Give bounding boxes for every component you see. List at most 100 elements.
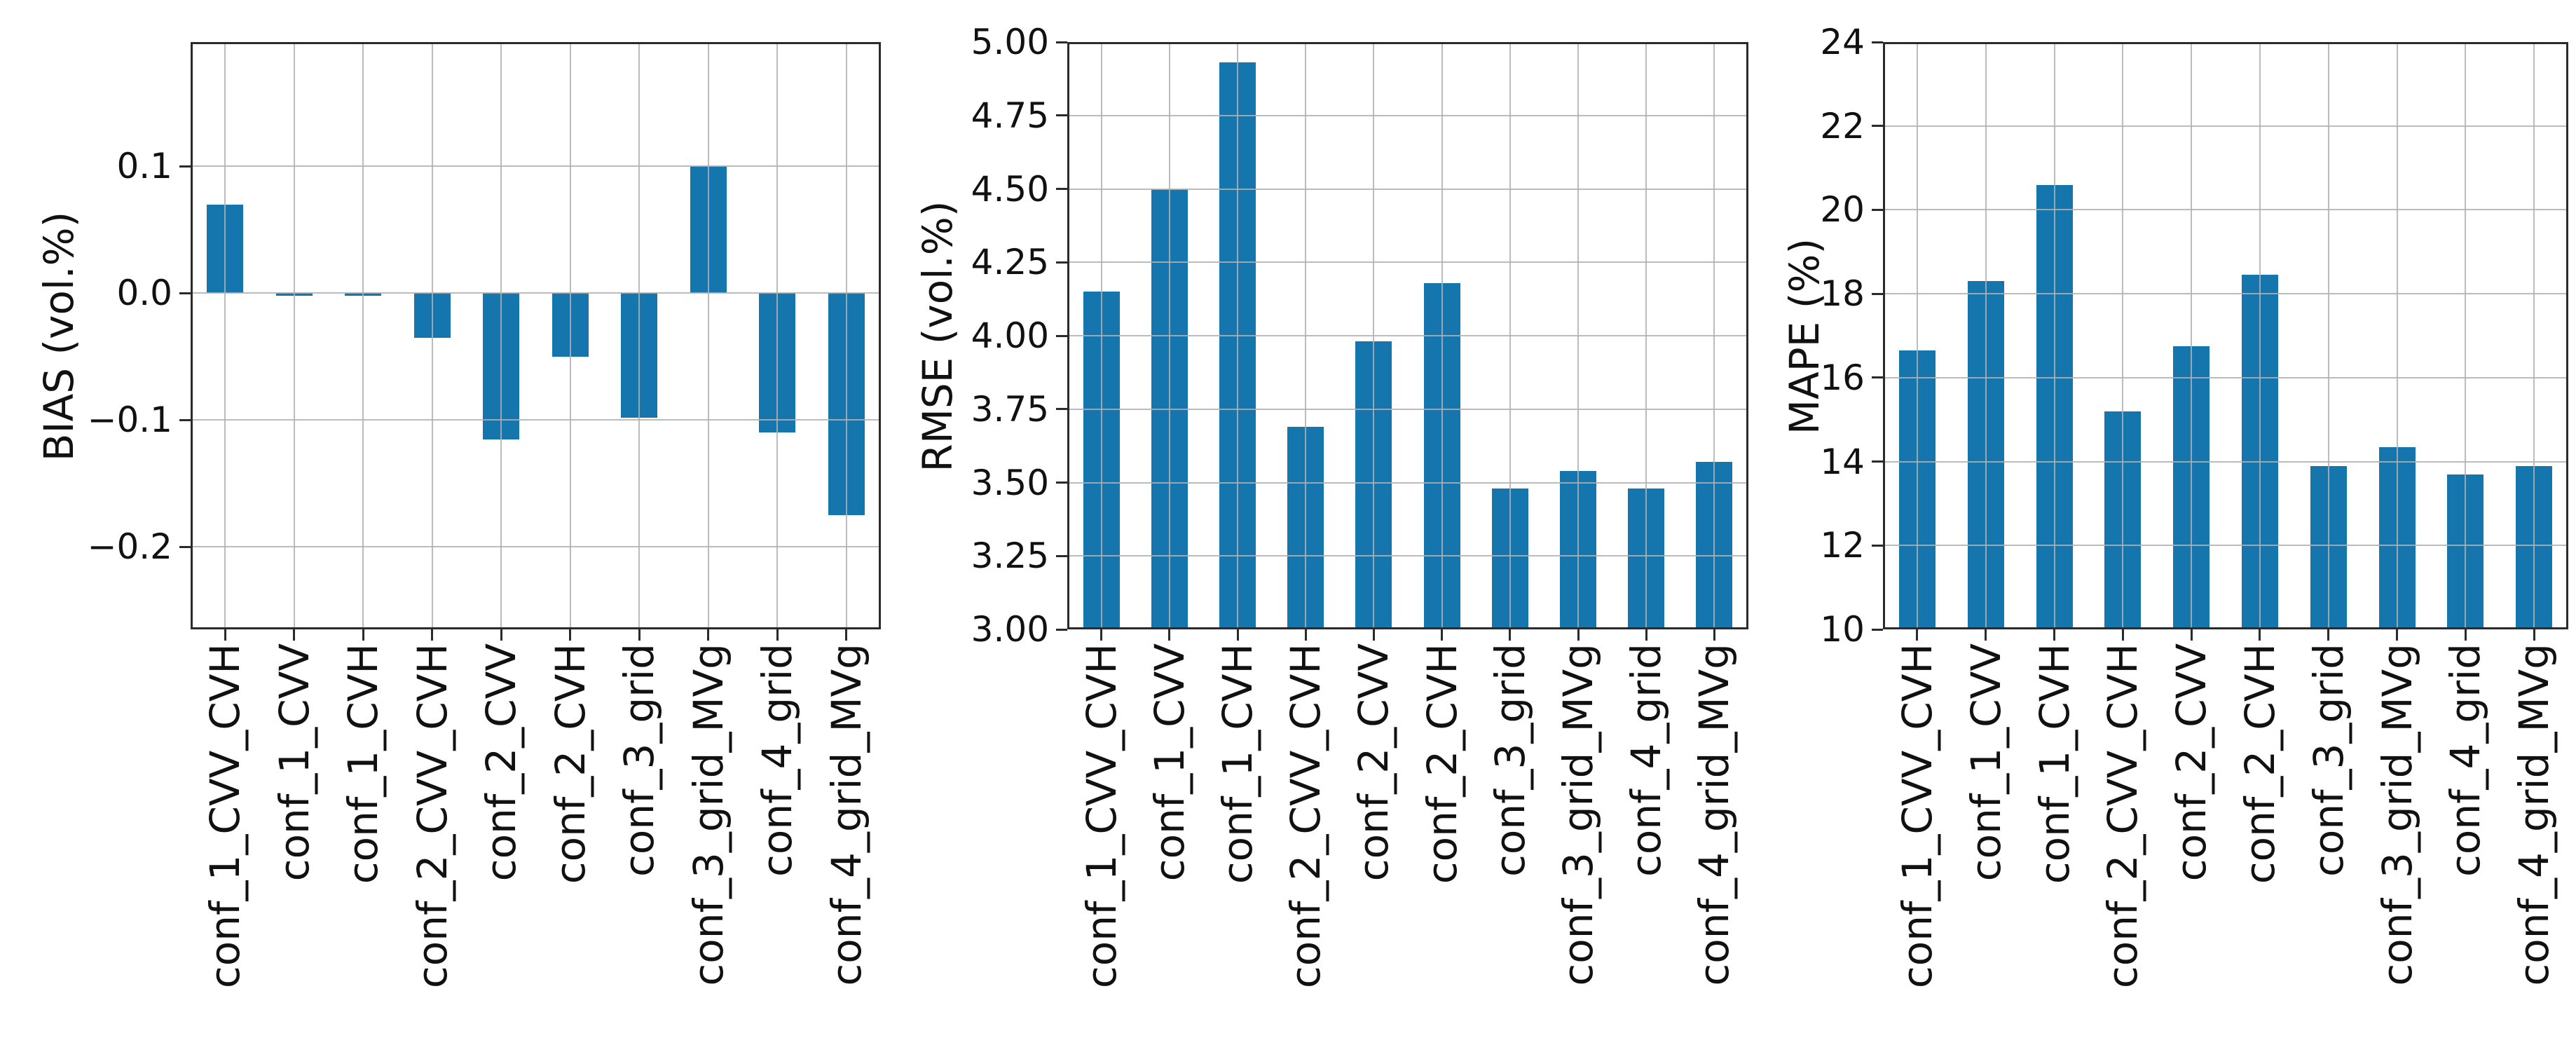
x-tickmark <box>2327 629 2330 641</box>
y-tickmark <box>179 545 191 548</box>
h-gridline <box>1883 376 2568 378</box>
v-gridline <box>1916 42 1918 629</box>
y-tickmark <box>1056 628 1067 631</box>
y-tick-label: 24 <box>1820 22 1865 62</box>
x-tick-label-conf_2_CVV: conf_2_CVV <box>2167 643 2216 882</box>
x-tick-label-conf_1_CVH: conf_1_CVH <box>339 643 388 885</box>
y-tickmark <box>1872 208 1883 211</box>
y-tickmark <box>1872 125 1883 128</box>
x-tickmark <box>2464 629 2467 641</box>
x-tickmark <box>845 629 848 641</box>
v-gridline <box>2053 42 2055 629</box>
y-tickmark <box>1872 292 1883 295</box>
x-tickmark <box>1441 629 1444 641</box>
x-tickmark <box>1236 629 1239 641</box>
y-tickmark <box>1056 41 1067 43</box>
y-tick-label: 5.00 <box>971 22 1049 62</box>
x-tick-label-conf_3_grid_MVg: conf_3_grid_MVg <box>684 643 732 986</box>
x-tick-label-conf_1_CVV_CVH: conf_1_CVV_CVH <box>1077 643 1125 989</box>
x-tick-label-conf_3_grid: conf_3_grid <box>615 643 664 877</box>
h-gridline <box>191 165 881 168</box>
x-tickmark <box>1168 629 1171 641</box>
y-tickmark <box>1056 334 1067 337</box>
h-gridline <box>1883 209 2568 211</box>
x-tickmark <box>431 629 434 641</box>
v-gridline <box>2465 42 2467 629</box>
x-tick-label-conf_4_grid: conf_4_grid <box>1622 643 1671 877</box>
x-tickmark <box>569 629 572 641</box>
x-tick-label-conf_4_grid: conf_4_grid <box>2441 643 2490 877</box>
x-tickmark <box>1645 629 1647 641</box>
y-tick-label: 12 <box>1820 525 1865 566</box>
x-tickmark <box>2396 629 2398 641</box>
h-gridline <box>1067 335 1748 336</box>
y-tick-label: 20 <box>1820 189 1865 231</box>
x-tick-label-conf_3_grid_MVg: conf_3_grid_MVg <box>1554 643 1602 986</box>
x-tickmark <box>1577 629 1580 641</box>
y-tick-label: 0.1 <box>116 146 172 187</box>
x-tickmark <box>224 629 226 641</box>
v-gridline <box>638 42 640 629</box>
y-tick-label: 10 <box>1820 609 1865 650</box>
x-tickmark <box>2190 629 2193 641</box>
h-gridline <box>1883 545 2568 547</box>
x-tick-label-conf_2_CVV_CVH: conf_2_CVV_CVH <box>408 643 456 989</box>
x-tick-label-conf_3_grid_MVg: conf_3_grid_MVg <box>2373 643 2421 986</box>
x-tick-label-conf_3_grid: conf_3_grid <box>1486 643 1534 877</box>
x-tick-label-conf_4_grid: conf_4_grid <box>753 643 802 877</box>
y-tickmark <box>1872 628 1883 631</box>
y-tick-label: 4.75 <box>971 95 1049 136</box>
x-tick-label-conf_1_CVH: conf_1_CVH <box>2030 643 2078 885</box>
x-tick-label-conf_2_CVH: conf_2_CVH <box>1418 643 1466 885</box>
plot-area-bias: conf_1_CVV_CVH conf_1_CVV conf_1_CVH conf_2… <box>88 42 881 988</box>
y-tickmark <box>1056 261 1067 264</box>
x-tick-label-conf_2_CVH: conf_2_CVH <box>546 643 594 885</box>
x-tick-label-conf_4_grid_MVg: conf_4_grid_MVg <box>1690 643 1739 986</box>
v-gridline <box>362 42 364 629</box>
v-gridline <box>2259 42 2261 629</box>
x-tick-label-conf_1_CVV_CVH: conf_1_CVV_CVH <box>1893 643 1941 989</box>
y-tickmark <box>179 418 191 421</box>
x-tickmark <box>2053 629 2055 641</box>
x-tickmark <box>776 629 779 641</box>
x-tick-label-conf_1_CVH: conf_1_CVH <box>1214 643 1261 885</box>
x-tickmark <box>707 629 710 641</box>
h-gridline <box>1883 125 2568 127</box>
h-gridline <box>1067 114 1748 116</box>
y-tickmark <box>1872 544 1883 547</box>
y-tick-label: 22 <box>1820 105 1865 146</box>
x-tickmark <box>1304 629 1307 641</box>
x-tickmark <box>293 629 296 641</box>
v-gridline <box>224 42 226 629</box>
h-gridline <box>1067 555 1748 557</box>
x-tickmark <box>1372 629 1375 641</box>
x-tick-label-conf_1_CVV_CVH: conf_1_CVV_CVH <box>201 643 249 989</box>
y-tick-label: 16 <box>1820 357 1865 398</box>
h-gridline <box>1067 261 1748 264</box>
v-gridline <box>1985 42 1987 629</box>
h-gridline <box>191 419 881 421</box>
y-tickmark <box>1056 408 1067 411</box>
v-gridline <box>707 42 709 629</box>
y-tick-label: 3.25 <box>971 535 1049 577</box>
x-tickmark <box>2259 629 2261 641</box>
y-tickmark <box>179 292 191 294</box>
x-tickmark <box>1985 629 1987 641</box>
x-tick-label-conf_1_CVV: conf_1_CVV <box>1961 643 2010 882</box>
v-gridline <box>2191 42 2193 629</box>
x-tick-label-conf_2_CVV_CVH: conf_2_CVV_CVH <box>2099 643 2147 989</box>
plot-area-mape: conf_1_CVV_CVH conf_1_CVV conf_1_CVH conf_2… <box>1820 22 2568 988</box>
y-tick-label: 3.50 <box>971 462 1049 503</box>
h-gridline <box>1883 460 2568 463</box>
h-gridline <box>1067 408 1748 410</box>
h-gridline <box>1067 481 1748 484</box>
x-tickmark <box>2533 629 2535 641</box>
y-tick-label: 4.50 <box>971 168 1049 210</box>
y-tick-label: 3.75 <box>971 388 1049 430</box>
x-tick-label-conf_4_grid_MVg: conf_4_grid_MVg <box>822 643 870 986</box>
h-gridline <box>1883 293 2568 295</box>
y-tickmark <box>179 165 191 168</box>
y-tickmark <box>1872 41 1883 43</box>
x-tick-label-conf_2_CVV: conf_2_CVV <box>477 643 526 882</box>
